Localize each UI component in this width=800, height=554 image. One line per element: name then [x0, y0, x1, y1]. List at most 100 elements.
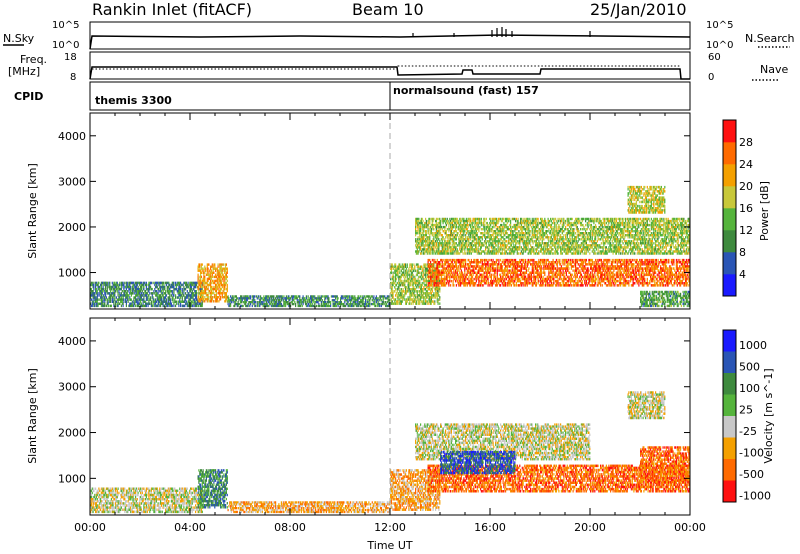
echo-cell [212, 296, 213, 298]
echo-cell [215, 274, 216, 276]
echo-cell [285, 305, 286, 307]
echo-cell [204, 272, 205, 274]
echo-cell [223, 292, 224, 294]
echo-cell [218, 266, 219, 268]
echo-cell [498, 269, 499, 272]
echo-cell [254, 295, 255, 297]
date-title: 25/Jan/2010 [590, 0, 687, 19]
echo-cell [202, 305, 203, 308]
echo-cell [93, 288, 94, 291]
echo-cell [600, 284, 601, 287]
echo-cell [223, 263, 224, 265]
echo-cell [628, 284, 629, 287]
echo-cell [528, 267, 529, 270]
echo-cell [375, 305, 376, 307]
echo-cell [295, 305, 296, 307]
echo-cell [213, 272, 214, 274]
echo-cell [220, 298, 221, 300]
echo-cell [538, 280, 539, 283]
echo-cell [213, 286, 214, 288]
echo-cell [439, 302, 440, 305]
echo-cell [201, 282, 202, 284]
nsky-trace [90, 35, 690, 49]
nave-label: Nave [760, 63, 788, 76]
echo-cell [104, 305, 105, 308]
freq-label-line2: [MHz] [8, 65, 40, 78]
echo-cell [430, 261, 431, 264]
echo-cell [474, 261, 475, 264]
echo-cell [193, 305, 194, 308]
nsearch-label: N.Search [745, 32, 795, 45]
echo-cell [220, 296, 221, 298]
echo-cell [214, 263, 215, 265]
beam-title: Beam 10 [352, 0, 424, 19]
echo-cell [243, 305, 244, 307]
echo-cell [582, 276, 583, 279]
echo-cell [213, 300, 214, 302]
cpid-mode-normalsound: normalsound (fast) 157 [393, 84, 539, 97]
echo-cell [419, 272, 420, 275]
echo-cell [94, 305, 95, 308]
echo-cell [476, 280, 477, 283]
echo-cell [379, 305, 380, 307]
echo-cell [448, 284, 449, 287]
echo-cell [219, 286, 220, 288]
echo-cell [135, 305, 136, 308]
echo-cell [407, 266, 408, 269]
echo-cell [227, 280, 228, 282]
echo-cell [227, 272, 228, 274]
echo-cell [490, 269, 491, 272]
echo-cell [223, 280, 224, 282]
echo-cell [388, 305, 389, 307]
echo-cell [212, 263, 213, 265]
echo-cell [431, 284, 432, 287]
echo-cell [202, 263, 203, 265]
echo-cell [589, 280, 590, 283]
echo-cell [153, 305, 154, 308]
nave-tick-low: 0 [708, 72, 714, 83]
echo-cell [450, 284, 451, 287]
echo-cell [397, 282, 398, 285]
echo-cell [255, 301, 256, 303]
echo-cell [200, 280, 201, 282]
echo-cell [634, 282, 635, 285]
echo-cell [396, 278, 397, 281]
echo-cell [573, 269, 574, 272]
echo-cell [578, 284, 579, 287]
echo-cell [204, 280, 205, 282]
echo-cell [545, 284, 546, 287]
echo-cell [330, 305, 331, 307]
echo-cell [369, 305, 370, 307]
echo-cell [151, 282, 152, 285]
echo-cell [571, 284, 572, 287]
echo-cell [153, 282, 154, 285]
echo-cell [128, 301, 129, 304]
echo-cell [217, 300, 218, 302]
echo-cell [250, 297, 251, 299]
echo-cell [427, 302, 428, 305]
echo-cell [586, 259, 587, 262]
echo-cell [230, 305, 231, 307]
nsky-label: N.Sky [3, 32, 35, 45]
echo-cell [152, 288, 153, 291]
echo-cell [173, 305, 174, 308]
echo-cell [223, 274, 224, 276]
echo-cell [432, 280, 433, 283]
echo-cell [108, 305, 109, 308]
echo-cell [98, 298, 99, 301]
echo-cell [483, 284, 484, 287]
echo-cell [98, 282, 99, 285]
echo-cell [486, 282, 487, 285]
echo-cell [316, 305, 317, 307]
nsearch-tick-low: 10^0 [706, 40, 733, 51]
echo-cell [198, 296, 199, 298]
echo-cell [119, 284, 120, 287]
echo-cell [577, 276, 578, 279]
echo-cell [212, 276, 213, 278]
echo-cell [208, 263, 209, 265]
echo-cell [360, 295, 361, 297]
echo-cell [596, 278, 597, 281]
echo-cell [123, 305, 124, 308]
echo-cell [176, 303, 177, 306]
echo-cell [587, 263, 588, 266]
